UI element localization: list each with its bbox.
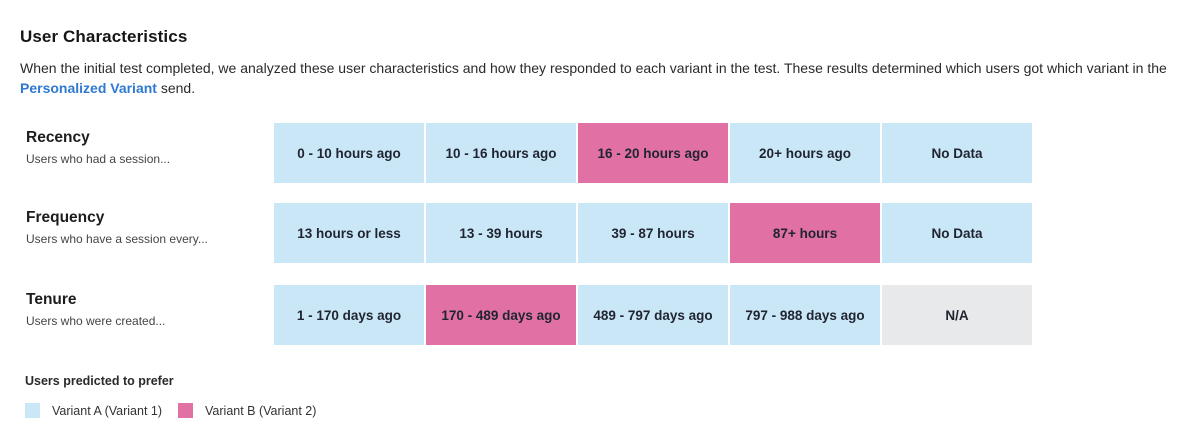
legend-label: Variant A (Variant 1) — [52, 403, 163, 418]
row-label-recency: Recency Users who had a session... — [26, 129, 256, 166]
segment-cell: 489 - 797 days ago — [578, 285, 728, 345]
section-title: User Characteristics — [20, 27, 188, 46]
segment-cell: 13 hours or less — [274, 203, 424, 263]
segment-cell: 170 - 489 days ago — [426, 285, 576, 345]
personalized-variant-link[interactable]: Personalized Variant — [20, 80, 157, 96]
legend: Variant A (Variant 1) Variant B (Variant… — [25, 403, 332, 418]
description-text-after: send. — [156, 80, 196, 96]
row-cells-frequency: 13 hours or less 13 - 39 hours 39 - 87 h… — [274, 203, 1034, 263]
row-cells-tenure: 1 - 170 days ago 170 - 489 days ago 489 … — [274, 285, 1034, 345]
legend-title: Users predicted to prefer — [25, 374, 174, 388]
segment-cell: 16 - 20 hours ago — [578, 123, 728, 183]
segment-cell: 797 - 988 days ago — [730, 285, 880, 345]
section-description: When the initial test completed, we anal… — [20, 58, 1180, 98]
segment-cell: 13 - 39 hours — [426, 203, 576, 263]
row-name: Tenure — [26, 291, 77, 308]
row-subtitle: Users who had a session... — [26, 152, 171, 166]
segment-cell: 1 - 170 days ago — [274, 285, 424, 345]
variant-a-swatch — [25, 403, 40, 418]
segment-cell: 87+ hours — [730, 203, 880, 263]
variant-b-swatch — [178, 403, 194, 418]
description-text-before: When the initial test completed, we anal… — [20, 60, 1167, 76]
segment-cell: 20+ hours ago — [730, 123, 880, 183]
row-name: Frequency — [26, 209, 105, 226]
segment-cell: No Data — [882, 123, 1032, 183]
row-subtitle: Users who were created... — [26, 314, 166, 328]
legend-item-variant-a: Variant A (Variant 1) — [25, 403, 162, 418]
segment-cell: 10 - 16 hours ago — [426, 123, 576, 183]
segment-cell: N/A — [882, 285, 1032, 345]
row-cells-recency: 0 - 10 hours ago 10 - 16 hours ago 16 - … — [274, 123, 1034, 183]
segment-cell: No Data — [882, 203, 1032, 263]
segment-cell: 0 - 10 hours ago — [274, 123, 424, 183]
legend-label: Variant B (Variant 2) — [205, 403, 317, 418]
row-label-frequency: Frequency Users who have a session every… — [26, 209, 256, 246]
row-label-tenure: Tenure Users who were created... — [26, 291, 256, 328]
row-name: Recency — [26, 129, 90, 146]
row-subtitle: Users who have a session every... — [26, 232, 208, 246]
legend-item-variant-b: Variant B (Variant 2) — [178, 403, 316, 418]
segment-cell: 39 - 87 hours — [578, 203, 728, 263]
